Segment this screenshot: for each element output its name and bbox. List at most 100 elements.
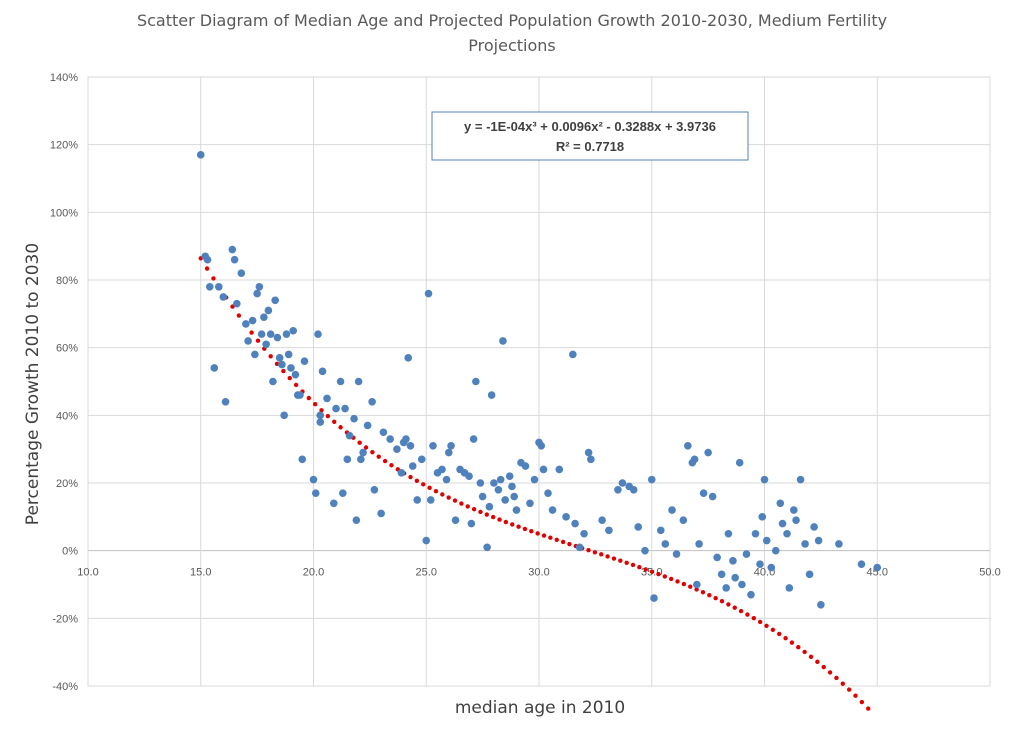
data-points (196, 151, 882, 609)
trendline-dot (719, 599, 725, 604)
scatter-point (722, 584, 730, 592)
scatter-point (618, 479, 627, 487)
trendline-dot (211, 276, 216, 281)
trendline-dot (204, 266, 210, 271)
trendline-r-squared: R² = 0.7718 (556, 139, 624, 154)
scatter-point (426, 496, 435, 504)
scatter-point (656, 526, 665, 535)
trendline-dot (440, 492, 445, 497)
trendline-dot (738, 608, 744, 614)
scatter-point (359, 448, 367, 457)
scatter-point (510, 492, 518, 501)
scatter-point (368, 398, 376, 406)
scatter-point (668, 506, 676, 514)
scatter-point (587, 455, 595, 464)
x-axis-ticks: 10.015.020.025.030.035.040.045.050.0 (77, 567, 1000, 579)
scatter-point (738, 580, 746, 589)
trendline-dot (554, 537, 559, 543)
scatter-point (634, 523, 643, 531)
scatter-point (539, 465, 548, 474)
trendline-dot (249, 330, 254, 335)
trendline-dot (846, 687, 852, 692)
scatter-point (429, 441, 437, 450)
trendline-dot (529, 529, 534, 534)
trendline-dot (821, 664, 826, 670)
trendline-dot (287, 375, 292, 381)
scatter-point (280, 411, 288, 420)
trendline-dot (618, 558, 623, 563)
trendline-dot (268, 354, 273, 359)
y-tick-label: -20% (52, 613, 78, 625)
trendline-dot (611, 556, 617, 561)
trendline-dot (510, 522, 515, 527)
trendline-dot (700, 590, 706, 595)
scatter-point (339, 489, 347, 497)
scatter-point (269, 377, 277, 386)
scatter-point (469, 435, 478, 443)
trendline-dot (433, 488, 439, 494)
scatter-point (251, 350, 259, 359)
trendline-dot (541, 533, 547, 538)
scatter-point (684, 441, 692, 450)
y-tick-label: 20% (56, 478, 78, 490)
trendline-dot (363, 445, 369, 450)
scatter-point (790, 506, 798, 514)
trendline-dot (707, 592, 712, 598)
trendline-dot (255, 338, 261, 343)
scatter-point (260, 313, 268, 322)
y-axis-title: Percentage Growth 2010 to 2030 (23, 243, 43, 525)
scatter-point (296, 391, 304, 399)
scatter-point (724, 529, 733, 538)
trendline-dot (452, 498, 458, 503)
trendline-dot (357, 440, 362, 445)
scatter-point (767, 563, 776, 572)
scatter-point (255, 282, 264, 291)
scatter-point (584, 448, 593, 457)
trendline-dot (668, 576, 674, 582)
scatter-point (735, 458, 744, 467)
trendline-dot (662, 574, 668, 579)
trendline-dot (783, 636, 788, 641)
trendline-dot (281, 368, 286, 374)
trendline-dot (751, 615, 756, 621)
x-tick-label: 15.0 (190, 567, 211, 579)
scatter-point (650, 594, 658, 602)
trendline-dot (649, 569, 655, 574)
scatter-point (273, 333, 282, 342)
trendline-dot (459, 501, 464, 506)
scatter-point (244, 337, 252, 345)
y-tick-label: 140% (50, 72, 78, 84)
scatter-point (262, 340, 270, 349)
trendline-dot (421, 482, 426, 487)
trendline-dot (853, 693, 858, 698)
scatter-point (447, 441, 455, 450)
trendline-dot (834, 675, 839, 681)
trendline-dot (312, 402, 318, 407)
scatter-point (478, 492, 487, 501)
scatter-point (776, 499, 785, 508)
scatter-point (300, 357, 309, 366)
trendline-dot (859, 699, 865, 705)
trendline-dot (306, 395, 312, 401)
scatter-point (413, 496, 422, 504)
scatter-point (817, 601, 825, 609)
scatter-point (472, 377, 480, 386)
scatter-point (717, 570, 726, 579)
scatter-point (476, 479, 485, 487)
scatter-point (228, 245, 237, 254)
scatter-point (352, 516, 361, 525)
scatter-point (253, 289, 261, 298)
scatter-point (309, 475, 318, 484)
scatter-point (343, 455, 352, 464)
gridlines (87, 76, 991, 687)
trendline-dot (732, 605, 737, 610)
trendline-dot (382, 458, 388, 464)
scatter-point (402, 435, 410, 443)
scatter-point (377, 509, 385, 518)
trendline-dot (471, 507, 477, 512)
scatter-point (555, 465, 564, 474)
scatter-point (544, 489, 552, 497)
scatter-point (248, 316, 257, 325)
scatter-point (505, 472, 514, 481)
